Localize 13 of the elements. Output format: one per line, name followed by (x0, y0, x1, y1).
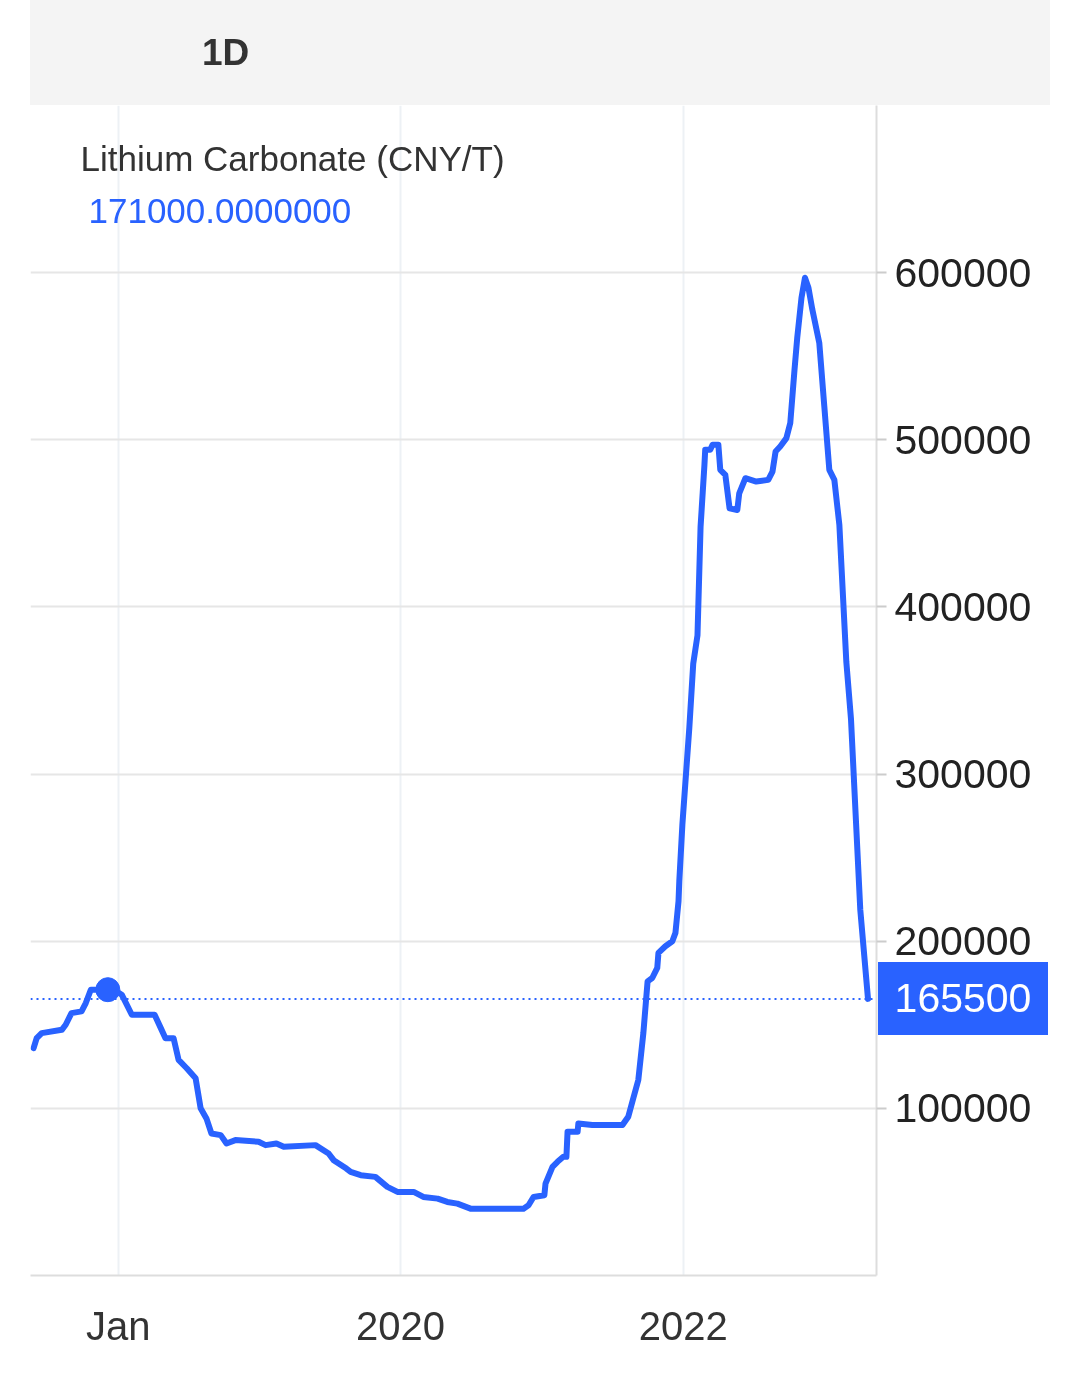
text: 171000.0000000 (88, 190, 352, 230)
x-tick-label: 2022 (638, 1303, 728, 1348)
text: 1D (202, 32, 250, 73)
y-tick-label: 300000 (894, 751, 1032, 798)
ref-line-label: 165500 (894, 975, 1032, 1021)
x-tick-label: 2020 (356, 1303, 446, 1348)
y-tick-label: 200000 (894, 918, 1032, 965)
y-tick-label: 600000 (894, 249, 1032, 296)
y-tick-label: 100000 (894, 1085, 1032, 1132)
y-tick-label: 500000 (894, 416, 1032, 463)
text: Lithium Carbonate (CNY/T) (80, 139, 505, 178)
y-tick-label: 400000 (894, 583, 1032, 630)
x-tick-label: Jan (86, 1303, 151, 1348)
